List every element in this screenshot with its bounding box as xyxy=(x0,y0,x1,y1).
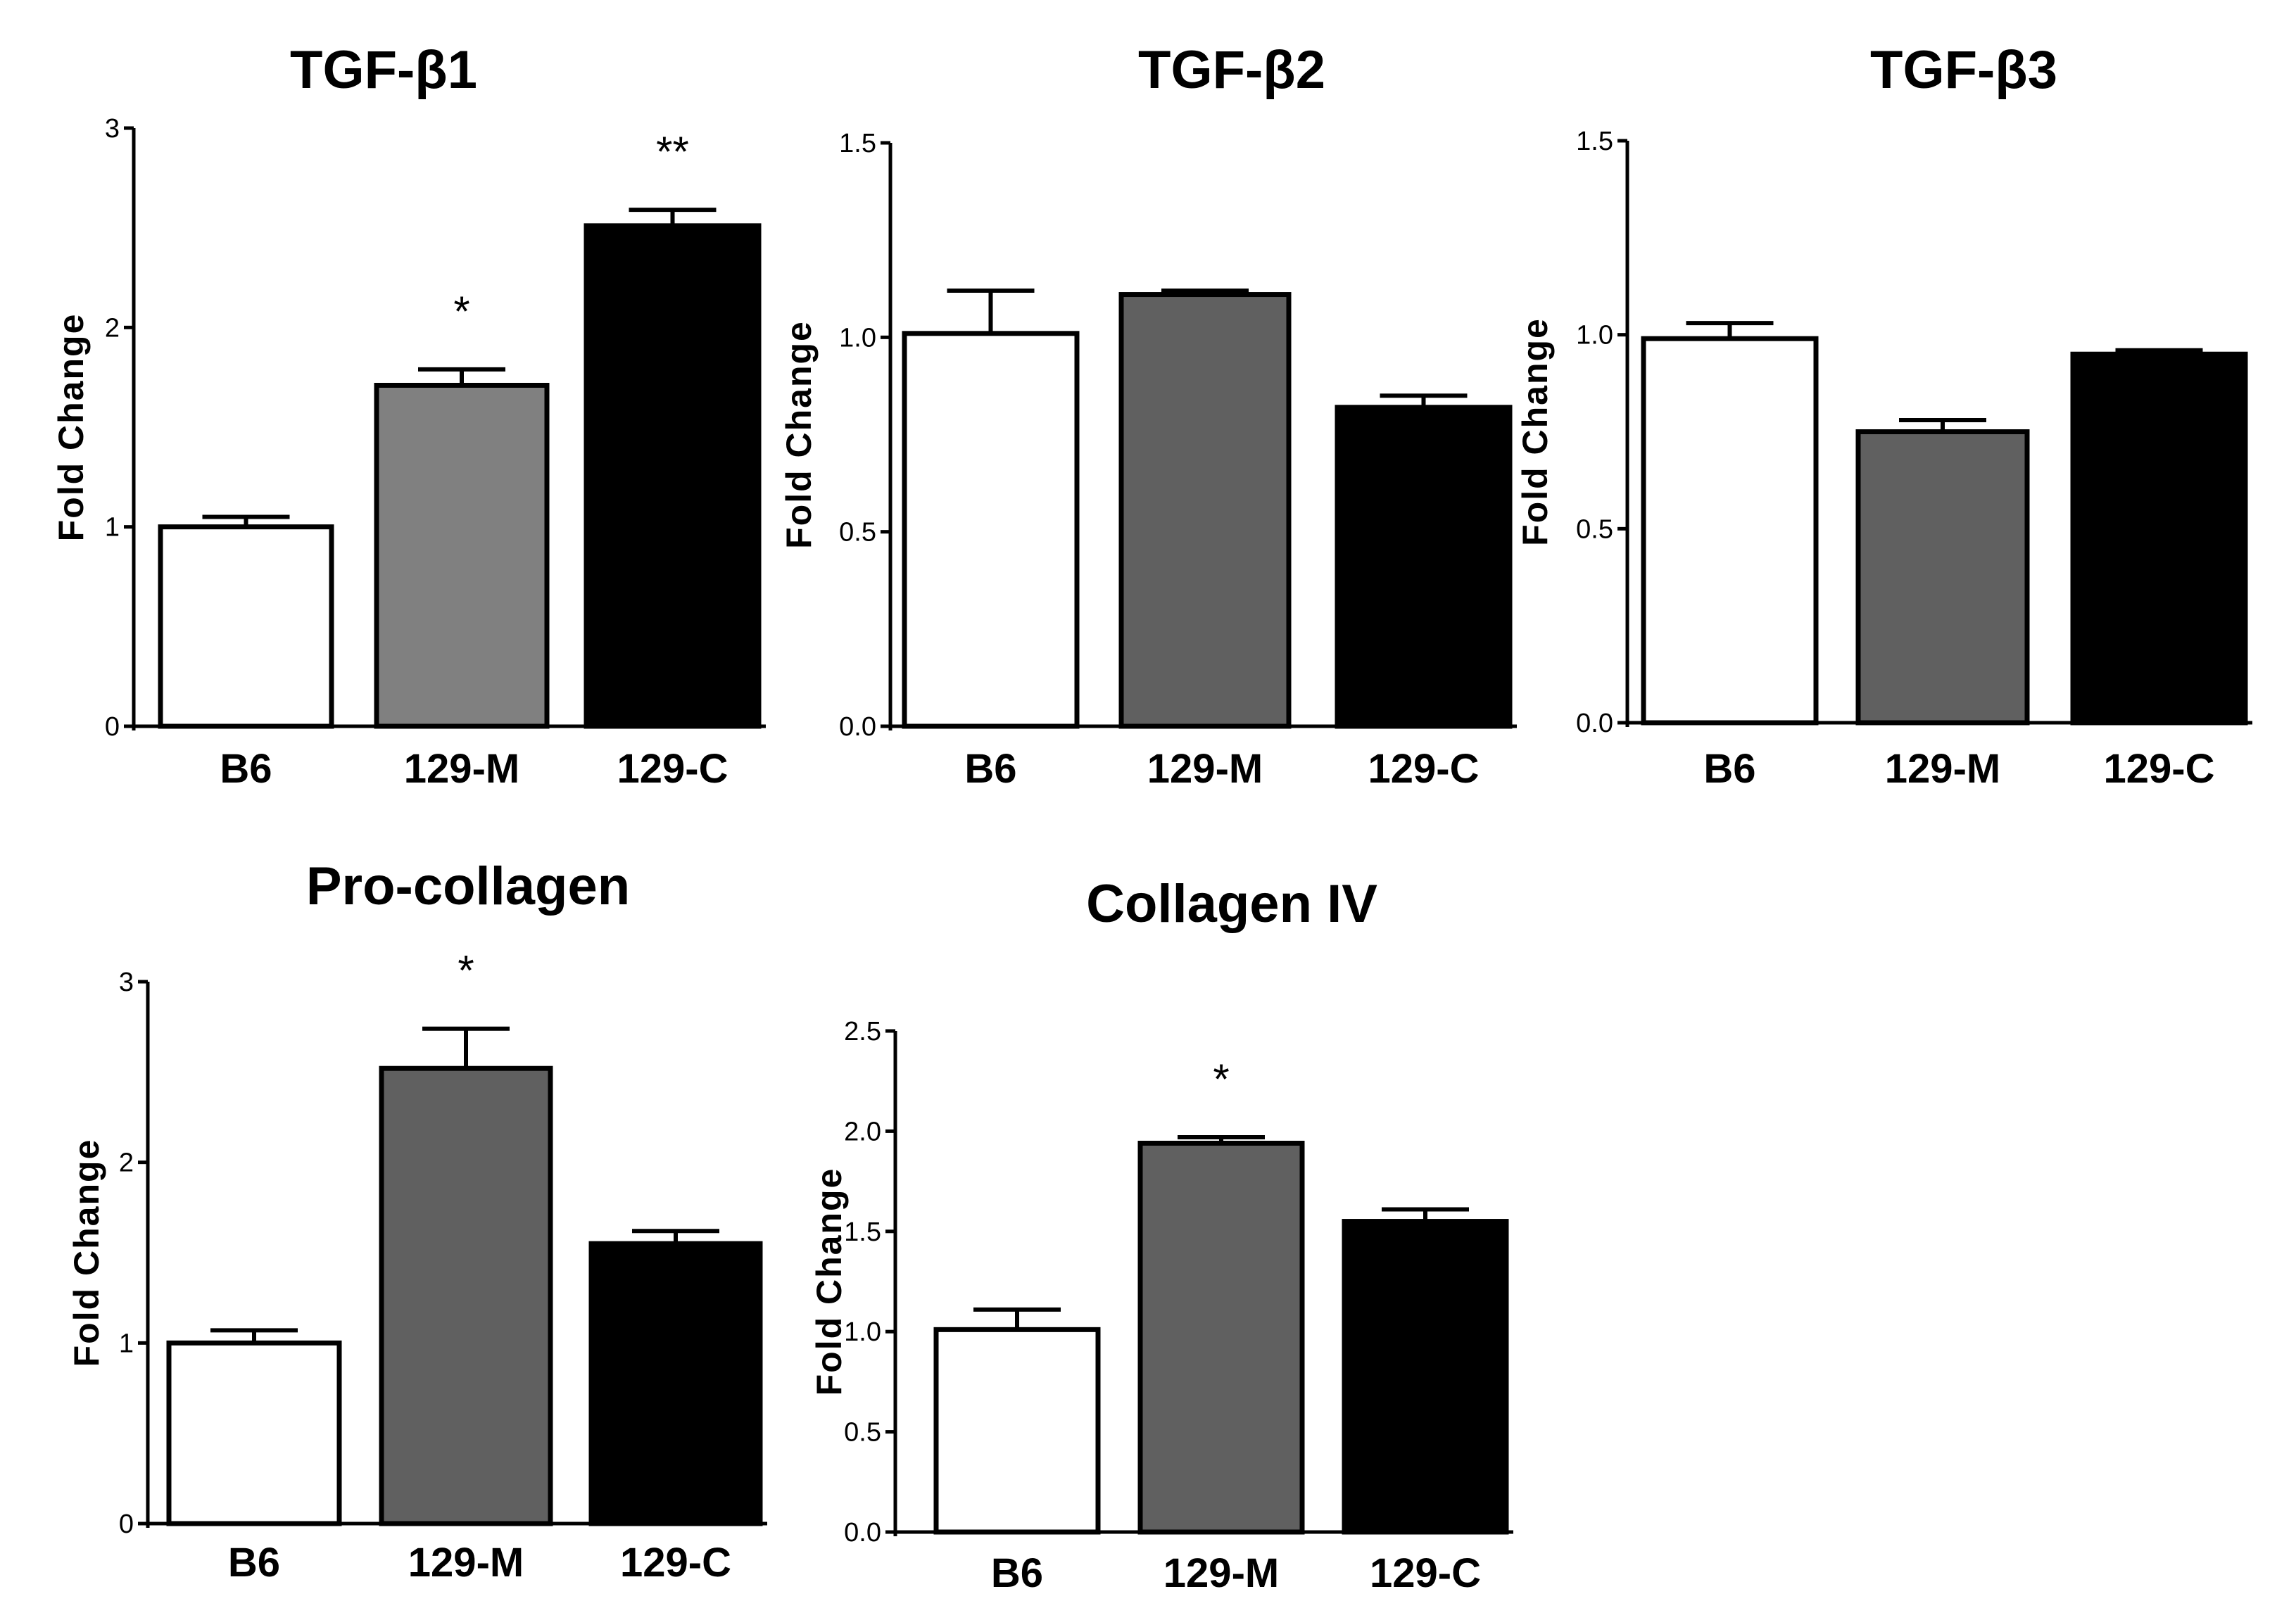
y-tick-label: 1 xyxy=(119,1329,134,1358)
bar-b6 xyxy=(902,331,1080,729)
x-tick-label: 129-C xyxy=(1370,1550,1481,1596)
chart-title: TGF-β3 xyxy=(1870,40,2057,100)
bar-129-c xyxy=(588,1241,763,1526)
significance-marker: * xyxy=(453,288,469,335)
significance-marker: ** xyxy=(656,128,689,175)
significance-marker: * xyxy=(458,947,474,994)
x-tick-label: 129-M xyxy=(1885,746,2000,792)
bar-129-c xyxy=(584,223,762,729)
bar-129-c xyxy=(1335,405,1513,729)
x-tick-label: B6 xyxy=(991,1550,1043,1596)
bar-b6 xyxy=(1641,336,1819,726)
y-tick-label: 0.5 xyxy=(1576,514,1613,544)
bar-129-c xyxy=(1342,1219,1509,1535)
x-tick-label: 129-C xyxy=(620,1540,731,1586)
bar-129-c xyxy=(2070,351,2248,726)
bar-129-m xyxy=(1118,292,1292,729)
y-tick-label: 2 xyxy=(119,1148,134,1178)
y-axis-label: Fold Change xyxy=(809,1167,849,1396)
y-tick-label: 0.0 xyxy=(839,712,876,742)
bar-129-m xyxy=(374,383,550,729)
chart-panel-3: TGF-β3 Fold Change 0.0 0.5 1.0 1.5 B6 129-M 129-… xyxy=(1515,40,2252,792)
y-tick-label: 2.0 xyxy=(844,1117,881,1146)
chart-title: TGF-β1 xyxy=(290,40,477,100)
bar-129-m xyxy=(1855,429,2030,726)
x-tick-label: 129-C xyxy=(617,746,728,792)
y-tick-label: 1 xyxy=(105,513,120,543)
y-tick-label: 1.0 xyxy=(1576,321,1613,350)
x-tick-label: B6 xyxy=(220,746,272,792)
y-tick-label: 1.0 xyxy=(844,1317,881,1347)
chart-title: Pro-collagen xyxy=(306,856,630,916)
y-tick-label: 0 xyxy=(119,1510,134,1539)
y-axis-label: Fold Change xyxy=(67,1139,106,1367)
x-tick-label: B6 xyxy=(1703,746,1755,792)
y-tick-label: 3 xyxy=(119,968,134,997)
significance-marker: * xyxy=(1213,1056,1229,1103)
bar-b6 xyxy=(158,524,334,729)
y-tick-label: 0.5 xyxy=(844,1418,881,1448)
y-tick-label: 1.0 xyxy=(839,323,876,353)
y-tick-label: 2.5 xyxy=(844,1017,881,1046)
chart-title: Collagen IV xyxy=(1086,874,1377,934)
y-tick-label: 0.0 xyxy=(844,1518,881,1548)
y-axis-label: Fold Change xyxy=(779,320,819,549)
y-tick-label: 0.0 xyxy=(1576,709,1613,738)
y-axis-label: Fold Change xyxy=(51,313,91,542)
x-tick-label: 129-M xyxy=(1163,1550,1279,1596)
bar-129-m xyxy=(379,1065,553,1526)
bar-b6 xyxy=(933,1327,1101,1535)
x-tick-label: 129-M xyxy=(1147,746,1263,792)
y-tick-label: 1.5 xyxy=(1576,127,1613,156)
chart-panel-2: TGF-β2 Fold Change 0.0 0.5 1.0 1.5 B6 129-M 129-… xyxy=(779,40,1517,792)
chart-panel-1: TGF-β1 Fold Change 0 1 2 3 B6 * 129-M ** 129-C xyxy=(51,40,766,792)
chart-panel-5: Collagen IV Fold Change 0.0 0.5 1.0 1.5 2.0 2.5… xyxy=(809,874,1513,1596)
chart-panel-4: Pro-collagen Fold Change 0 1 2 3 B6 * 129-M 129-C xyxy=(67,856,767,1586)
y-tick-label: 3 xyxy=(105,114,120,144)
x-tick-label: B6 xyxy=(228,1540,280,1586)
bar-b6 xyxy=(166,1340,342,1526)
x-tick-label: B6 xyxy=(964,746,1016,792)
y-tick-label: 2 xyxy=(105,313,120,343)
y-tick-label: 0.5 xyxy=(839,518,876,548)
y-tick-label: 1.5 xyxy=(844,1217,881,1247)
x-tick-label: 129-M xyxy=(408,1540,524,1586)
bar-129-m xyxy=(1137,1140,1305,1535)
x-tick-label: 129-M xyxy=(404,746,519,792)
y-tick-label: 1.5 xyxy=(839,129,876,158)
x-tick-label: 129-C xyxy=(1368,746,1480,792)
y-axis-label: Fold Change xyxy=(1515,317,1555,546)
x-tick-label: 129-C xyxy=(2104,746,2215,792)
chart-title: TGF-β2 xyxy=(1138,40,1325,100)
y-tick-label: 0 xyxy=(105,712,120,742)
